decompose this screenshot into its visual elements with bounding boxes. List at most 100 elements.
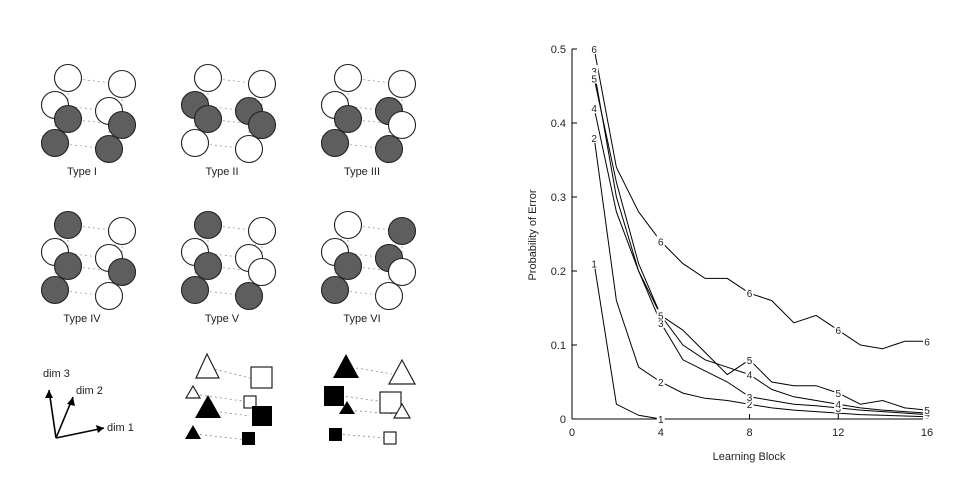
series-marker-label: 3 — [747, 393, 753, 404]
series-marker-label: 2 — [658, 378, 664, 389]
large-square-outline — [379, 391, 402, 414]
series-line-type-2 — [593, 137, 928, 418]
large-triangle-outline — [195, 352, 220, 379]
series-marker-label: 2 — [747, 400, 753, 411]
series-marker-bg — [656, 316, 665, 328]
y-tick-label: 0.4 — [551, 118, 566, 130]
series-line-type-4 — [593, 108, 928, 414]
series-marker-label: 6 — [924, 337, 930, 348]
chart-series-labels: 1122233333444445555566666 — [590, 43, 931, 426]
filled-stimulus-circle — [40, 128, 70, 158]
filled-stimulus-circle — [320, 128, 350, 158]
filled-stimulus-circle — [53, 251, 83, 281]
filled-stimulus-circle — [234, 281, 264, 311]
x-tick-label: 16 — [921, 427, 933, 439]
series-line-type-6 — [593, 48, 927, 350]
x-axis-label: Learning Block — [713, 451, 786, 463]
empty-stimulus-circle — [107, 69, 137, 99]
empty-stimulus-circle — [107, 216, 137, 246]
filled-stimulus-circle — [107, 110, 137, 140]
filled-stimulus-circle — [193, 104, 223, 134]
series-marker-bg — [923, 335, 931, 347]
series-marker-bg — [834, 324, 843, 336]
stimulus-dimension-legend: dim 1 dim 2 dim 3 — [43, 368, 134, 439]
series-marker-label: 2 — [591, 134, 597, 145]
filled-stimulus-circle — [40, 275, 70, 305]
dim-3-label: dim 3 — [43, 368, 70, 380]
dim-3-arrowhead — [45, 390, 53, 398]
series-marker-bg — [590, 102, 599, 114]
series-marker-label: 5 — [747, 356, 753, 367]
series-line-type-1 — [593, 263, 927, 420]
series-marker-bg — [590, 72, 599, 84]
series-marker-bg — [656, 309, 665, 321]
large-triangle-outline — [387, 358, 417, 385]
series-line-type-3 — [593, 71, 928, 416]
small-square-outline — [383, 431, 397, 445]
large-square-filled — [252, 406, 272, 426]
series-marker-bg — [656, 235, 665, 247]
series-marker-bg — [834, 387, 843, 399]
type-cube: Type V — [180, 210, 277, 325]
dim-2-label: dim 2 — [76, 385, 103, 397]
series-marker-bg — [745, 390, 754, 402]
series-marker-bg — [745, 398, 754, 410]
filled-stimulus-circle — [387, 216, 417, 246]
empty-stimulus-circle — [247, 69, 277, 99]
series-marker-bg — [590, 257, 599, 269]
series-marker-label: 4 — [747, 371, 753, 382]
series-marker-bg — [656, 376, 665, 387]
empty-stimulus-circle — [234, 134, 264, 164]
small-triangle-outline — [392, 402, 412, 419]
y-axis-label: Probability of Error — [527, 189, 539, 280]
empty-stimulus-circle — [387, 110, 417, 140]
filled-stimulus-circle — [180, 275, 210, 305]
series-marker-bg — [590, 131, 599, 143]
empty-stimulus-circle — [53, 63, 83, 93]
x-tick-label: 8 — [746, 427, 752, 439]
series-marker-label: 1 — [591, 260, 597, 271]
empty-stimulus-circle — [193, 63, 223, 93]
filled-stimulus-circle — [247, 110, 277, 140]
small-triangle-outline — [184, 384, 202, 399]
series-marker-bg — [834, 398, 843, 410]
category-structure-types: Type I Type II Type III Type IV Type V Type V… — [40, 63, 417, 325]
empty-stimulus-circle — [94, 281, 124, 311]
small-triangle-filled — [339, 401, 355, 414]
type-cube: Type IV — [40, 210, 137, 325]
empty-stimulus-circle — [387, 69, 417, 99]
series-line-type-5 — [593, 78, 928, 411]
large-triangle-filled — [195, 395, 221, 418]
series-marker-label: 4 — [591, 104, 597, 115]
filled-stimulus-circle — [94, 134, 124, 164]
dim-2-arrowhead — [67, 397, 75, 406]
empty-stimulus-circle — [333, 63, 363, 93]
series-marker-bg — [745, 353, 754, 365]
y-tick-label: 0.2 — [551, 266, 566, 278]
filled-stimulus-circle — [333, 104, 363, 134]
series-marker-label: 5 — [835, 389, 841, 400]
filled-stimulus-circle — [107, 257, 137, 287]
empty-stimulus-circle — [247, 257, 277, 287]
y-tick-label: 0.3 — [551, 192, 566, 204]
empty-stimulus-circle — [247, 216, 277, 246]
type-cube: Type II — [180, 63, 277, 178]
dim-1-label: dim 1 — [107, 422, 134, 434]
large-square-outline — [250, 366, 273, 389]
type-label: Type IV — [63, 313, 101, 325]
y-tick-label: 0.1 — [551, 340, 566, 352]
series-marker-bg — [656, 413, 665, 424]
x-tick-label: 0 — [569, 427, 575, 439]
series-marker-label: 6 — [835, 326, 841, 337]
series-marker-label: 6 — [591, 45, 597, 56]
small-square-filled — [242, 432, 255, 445]
series-marker-bg — [590, 43, 599, 54]
large-square-filled — [324, 386, 344, 406]
type-label: Type I — [67, 166, 97, 178]
series-marker-bg — [923, 404, 931, 416]
filled-stimulus-circle — [53, 104, 83, 134]
small-square-outline — [243, 395, 257, 409]
type-label: Type II — [205, 166, 238, 178]
